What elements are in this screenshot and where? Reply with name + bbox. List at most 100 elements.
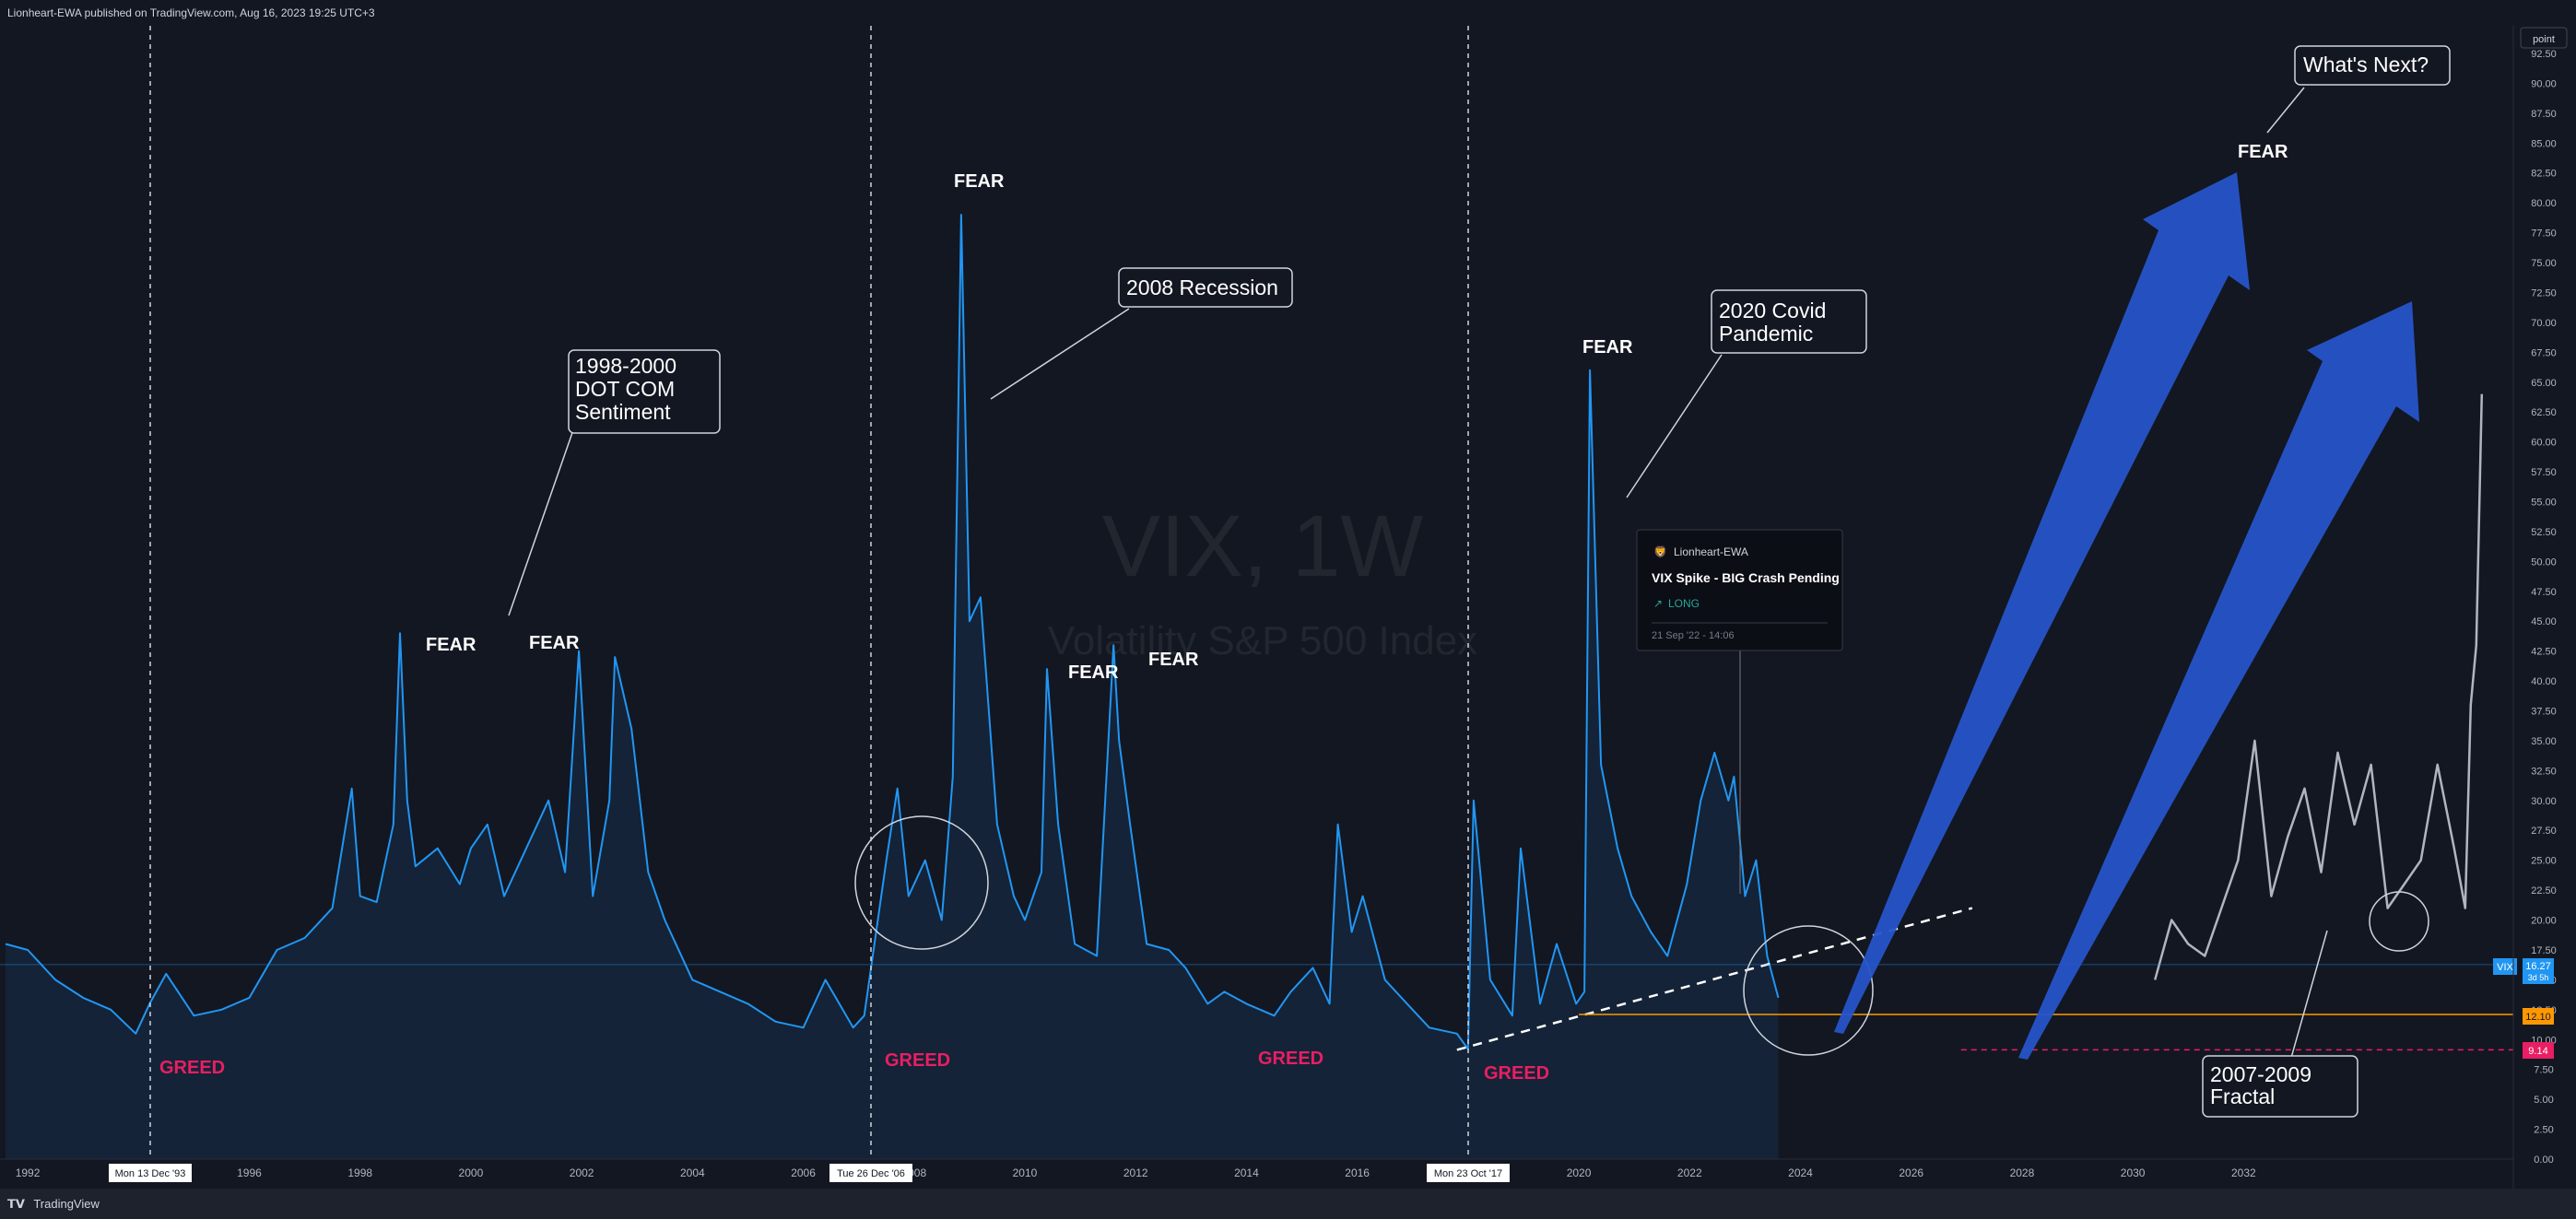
y-tick-label: 77.50 (2531, 229, 2557, 240)
y-tick-label: 67.50 (2531, 347, 2557, 358)
x-tick-label: 2012 (1123, 1166, 1148, 1179)
fear-label: FEAR (529, 633, 580, 653)
y-tick-label: 22.50 (2531, 885, 2557, 897)
x-tick-label: 2000 (459, 1166, 484, 1179)
y-tick-label: 5.00 (2534, 1095, 2553, 1106)
y-tick-label: 40.00 (2531, 676, 2557, 687)
axis-point-button[interactable]: point (2520, 27, 2568, 49)
y-tick-label: 62.50 (2531, 407, 2557, 418)
date-marker-tag: Mon 13 Dec '93 (109, 1164, 192, 1182)
projection-arrow (1834, 172, 2250, 1034)
svg-text:What's Next?: What's Next? (2303, 53, 2429, 76)
x-tick-label: 2020 (1567, 1166, 1592, 1179)
series-line-vix (5, 214, 1780, 1050)
idea-title: VIX Spike - BIG Crash Pending (1652, 570, 1840, 585)
idea-author: Lionheart-EWA (1674, 545, 1748, 558)
series-line-group (5, 214, 2484, 1051)
y-tick-label: 52.50 (2531, 527, 2557, 538)
idea-card[interactable]: 🦁 Lionheart-EWA VIX Spike - BIG Crash Pe… (1636, 529, 1843, 651)
y-tick-label: 7.50 (2534, 1065, 2553, 1076)
x-tick-label: 2026 (1899, 1166, 1923, 1179)
y-tick-label: 85.00 (2531, 138, 2557, 149)
svg-text:Mon 13 Dec '93: Mon 13 Dec '93 (115, 1168, 186, 1179)
x-tick-label: 2010 (1013, 1166, 1038, 1179)
y-tick-label: 30.00 (2531, 796, 2557, 807)
date-marker-tag: Tue 26 Dec '06 (829, 1164, 912, 1182)
highlight-circle (2369, 891, 2429, 952)
y-tick-label: 55.00 (2531, 497, 2557, 508)
callout-pointer (1626, 354, 1723, 498)
fear-label: FEAR (426, 635, 476, 655)
x-tick-label: 2028 (2010, 1166, 2035, 1179)
greed-label: GREED (1484, 1063, 1549, 1084)
idea-author-icon: 🦁 (1653, 545, 1667, 558)
callout-covid: 2020 Covid Pandemic (1711, 289, 1867, 354)
svg-text:3d 5h: 3d 5h (2528, 973, 2549, 982)
svg-text:2008 Recession: 2008 Recession (1126, 275, 1278, 299)
y-tick-label: 82.50 (2531, 169, 2557, 180)
orange-price-tag: 12.10 (2523, 1008, 2554, 1025)
y-tick-label: 20.00 (2531, 916, 2557, 927)
x-tick-label: 1996 (237, 1166, 262, 1179)
x-tick-label: 2004 (680, 1166, 705, 1179)
x-tick-label: 2022 (1677, 1166, 1702, 1179)
greed-label: GREED (885, 1050, 950, 1071)
svg-text:9.14: 9.14 (2528, 1046, 2547, 1057)
svg-text:Tue 26 Dec '06: Tue 26 Dec '06 (837, 1168, 905, 1179)
y-tick-label: 35.00 (2531, 736, 2557, 747)
svg-text:12.10: 12.10 (2525, 1012, 2551, 1023)
y-tick-label: 32.50 (2531, 766, 2557, 777)
y-tick-label: 25.00 (2531, 856, 2557, 867)
vix-price-tag: VIX 16.27 3d 5h (2493, 958, 2554, 984)
series-area (6, 215, 1779, 1160)
watermark-name: Volatility S&P 500 Index (1048, 618, 1477, 663)
svg-text:Fractal: Fractal (2210, 1084, 2275, 1108)
idea-date: 21 Sep '22 - 14:06 (1652, 630, 1735, 641)
svg-text:Mon 23 Oct '17: Mon 23 Oct '17 (1434, 1168, 1502, 1179)
publisher-header: Lionheart-EWA published on TradingView.c… (0, 0, 2576, 26)
callout-pointer (2266, 87, 2305, 134)
tradingview-logo-icon: 𝗧𝗩 (7, 1197, 25, 1211)
y-tick-label: 92.50 (2531, 49, 2557, 60)
svg-text:2007-2009: 2007-2009 (2210, 1062, 2311, 1086)
y-tick-label: 72.50 (2531, 287, 2557, 299)
x-tick-label: 1998 (347, 1166, 372, 1179)
publisher-text: Lionheart-EWA published on TradingView.c… (7, 6, 375, 19)
idea-direction: LONG (1668, 597, 1700, 610)
callout-2008: 2008 Recession (1118, 267, 1293, 308)
callout-pointer (990, 308, 1130, 400)
series-line-fractal (2153, 393, 2484, 980)
x-tick-label: 2024 (1788, 1166, 1813, 1179)
y-tick-label: 47.50 (2531, 587, 2557, 598)
y-tick-label: 80.00 (2531, 198, 2557, 209)
x-tick-label: 1992 (16, 1166, 41, 1179)
x-tick-label: 2032 (2231, 1166, 2256, 1179)
idea-direction-icon: ↗ (1653, 597, 1663, 610)
fear-label: FEAR (2238, 142, 2288, 162)
y-tick-label: 70.00 (2531, 318, 2557, 329)
y-tick-label: 65.00 (2531, 378, 2557, 389)
highlight-circle (1743, 925, 1874, 1056)
svg-text:VIX: VIX (2497, 962, 2513, 973)
series-area-group (6, 215, 1779, 1160)
highlight-circle (854, 815, 989, 950)
y-tick-label: 27.50 (2531, 826, 2557, 837)
brand-name: TradingView (33, 1197, 100, 1211)
fear-label: FEAR (1582, 337, 1633, 357)
x-tick-label: 2002 (570, 1166, 594, 1179)
price-axis[interactable]: 0.002.505.007.5010.0012.5015.0017.5020.0… (2531, 49, 2557, 1166)
x-tick-label: 2014 (1234, 1166, 1259, 1179)
y-tick-label: 57.50 (2531, 467, 2557, 478)
y-tick-label: 17.50 (2531, 945, 2557, 956)
time-axis[interactable]: 1992 1996 1998 2000 2002 2004 2006 2008 2010 2012… (16, 1166, 2256, 1179)
svg-text:Pandemic: Pandemic (1719, 322, 1813, 346)
y-tick-label: 37.50 (2531, 707, 2557, 718)
date-marker-tag: Mon 23 Oct '17 (1427, 1164, 1510, 1182)
vix-chart[interactable]: VIX, 1W Volatility S&P 500 Index 1998-20… (0, 26, 2576, 1189)
svg-text:Sentiment: Sentiment (575, 400, 671, 424)
y-tick-label: 50.00 (2531, 557, 2557, 568)
watermark-symbol: VIX, 1W (1102, 498, 1424, 595)
y-tick-label: 60.00 (2531, 438, 2557, 449)
callout-whats-next: What's Next? (2294, 45, 2451, 86)
svg-text:16.27: 16.27 (2525, 961, 2551, 972)
